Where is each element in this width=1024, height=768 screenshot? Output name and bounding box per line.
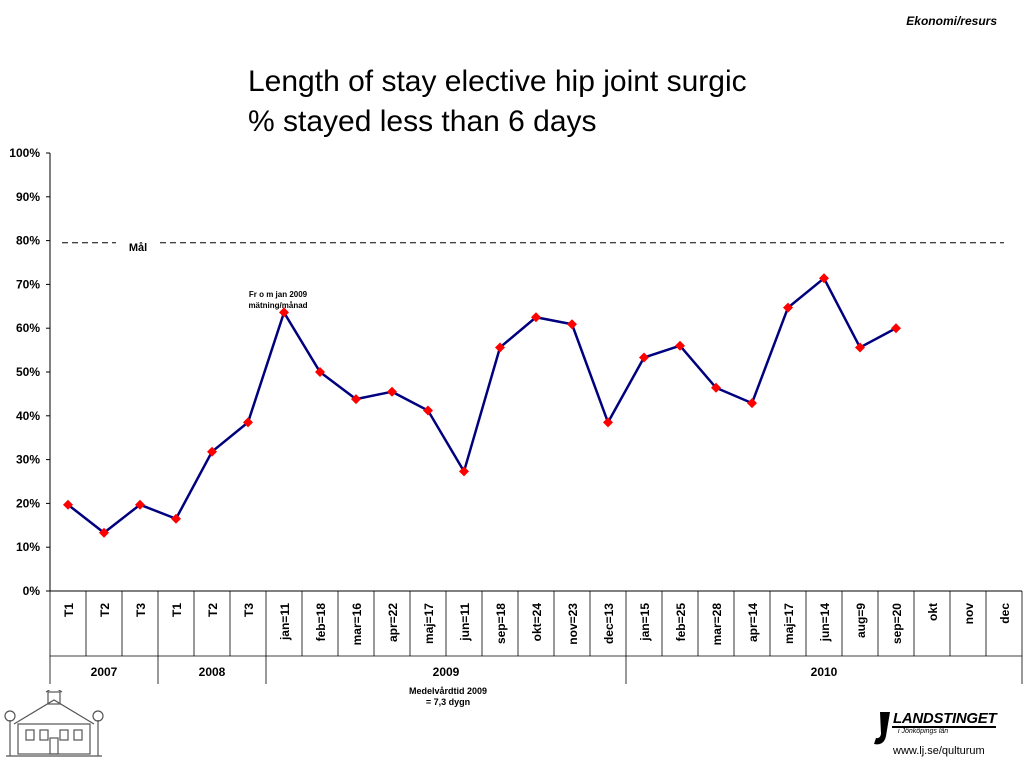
data-point — [891, 323, 901, 334]
annotation-mean-stay: Medelvårdtid 2009 = 7,3 dygn — [398, 686, 498, 708]
data-point — [279, 307, 289, 318]
annotation-from-jan: Fr o m jan 2009 mätning/månad — [236, 289, 320, 311]
data-point — [243, 417, 253, 428]
header-tag: Ekonomi/resurs — [906, 14, 997, 28]
x-tick-label: nov — [962, 603, 976, 625]
data-point — [711, 382, 721, 393]
y-tick-label: 60% — [16, 321, 40, 335]
data-point — [567, 319, 577, 330]
y-tick-label: 100% — [9, 146, 40, 160]
x-tick-label: sep=20 — [890, 603, 904, 644]
x-tick-label: okt=24 — [530, 603, 544, 642]
x-tick-label: apr=22 — [386, 603, 400, 642]
data-point — [603, 417, 613, 428]
brand-name: LANDSTINGET — [893, 710, 997, 727]
y-tick-label: 70% — [16, 277, 40, 291]
x-tick-label: T2 — [206, 603, 220, 617]
landstinget-logo-icon — [874, 712, 996, 745]
annotation-mean-line-1: Medelvårdtid 2009 — [408, 686, 488, 696]
data-point — [531, 312, 541, 323]
title-line-2: % stayed less than 6 days — [248, 105, 597, 138]
brand-subtitle: i Jönköpings län — [898, 728, 949, 735]
annotation-from-jan-line-1: Fr o m jan 2009 — [248, 290, 308, 299]
data-point — [387, 386, 397, 397]
x-tick-label: mar=28 — [710, 603, 724, 646]
data-point — [459, 466, 469, 477]
data-point — [423, 405, 433, 416]
y-tick-label: 80% — [16, 234, 40, 248]
x-tick-label: dec=13 — [602, 603, 616, 644]
x-tick-label: feb=18 — [314, 603, 328, 642]
data-point — [99, 527, 109, 538]
data-point — [747, 398, 757, 409]
chart-title: Length of stay elective hip joint surgic… — [248, 62, 747, 142]
data-point — [207, 446, 217, 457]
year-group-label: 2009 — [433, 665, 460, 679]
x-tick-label: feb=25 — [674, 603, 688, 642]
x-tick-label: T2 — [98, 603, 112, 617]
annotation-from-jan-line-2: mätning/månad — [248, 301, 308, 310]
x-tick-label: jan=11 — [278, 603, 292, 641]
x-tick-label: T3 — [242, 603, 256, 617]
x-tick-label: jun=11 — [458, 603, 472, 642]
series-line — [67, 276, 897, 535]
data-point — [855, 342, 865, 353]
x-tick-label: T1 — [170, 603, 184, 617]
x-tick-label: jun=14 — [818, 603, 832, 643]
y-tick-label: 90% — [16, 190, 40, 204]
y-tick-label: 40% — [16, 409, 40, 423]
data-point — [639, 352, 649, 363]
data-point — [495, 342, 505, 353]
data-point — [171, 513, 181, 524]
data-point — [351, 394, 361, 405]
data-point — [63, 499, 73, 510]
year-group-label: 2007 — [91, 665, 118, 679]
title-line-1: Length of stay elective hip joint surgic — [248, 65, 747, 98]
data-point — [783, 302, 793, 313]
y-tick-label: 20% — [16, 496, 40, 510]
x-tick-label: T1 — [62, 603, 76, 617]
x-tick-label: okt — [926, 603, 940, 621]
y-tick-label: 30% — [16, 453, 40, 467]
y-tick-label: 10% — [16, 540, 40, 554]
x-tick-label: maj=17 — [782, 603, 796, 644]
data-point — [135, 499, 145, 510]
x-tick-label: dec — [998, 603, 1012, 624]
x-tick-label: T3 — [134, 603, 148, 617]
x-tick-label: aug=9 — [854, 603, 868, 638]
target-label: Mål — [129, 242, 147, 254]
year-group-label: 2008 — [199, 665, 226, 679]
annotation-mean-line-2: = 7,3 dygn — [425, 697, 471, 707]
year-group-label: 2010 — [811, 665, 838, 679]
data-point — [315, 367, 325, 377]
x-tick-label: sep=18 — [494, 603, 508, 644]
building-logo-icon — [4, 690, 104, 757]
data-point — [675, 340, 685, 351]
x-tick-label: jan=15 — [638, 603, 652, 642]
x-tick-label: nov=23 — [566, 603, 580, 645]
data-point — [819, 273, 829, 284]
x-tick-label: mar=16 — [350, 603, 364, 646]
y-tick-label: 50% — [16, 365, 40, 379]
footer-url[interactable]: www.lj.se/qulturum — [893, 745, 985, 757]
x-tick-label: maj=17 — [422, 603, 436, 644]
y-tick-label: 0% — [23, 584, 41, 598]
x-tick-label: apr=14 — [746, 603, 760, 642]
